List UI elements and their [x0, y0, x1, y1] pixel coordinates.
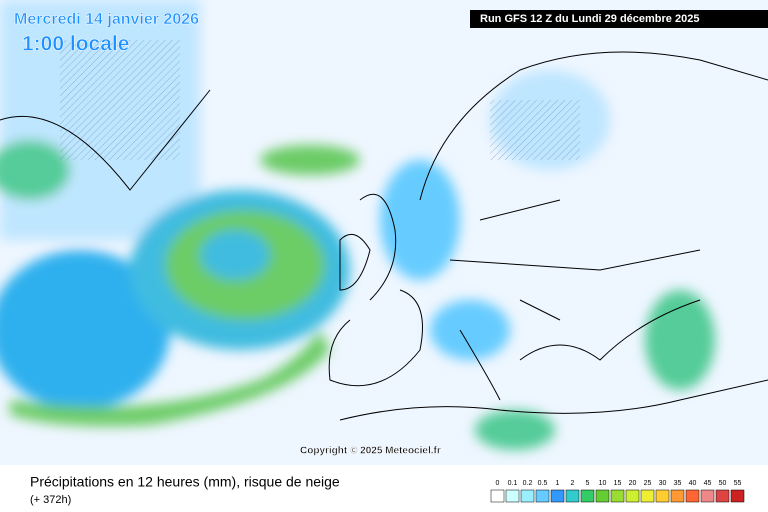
- legend-label: 0.2: [523, 480, 533, 487]
- legend: 0 0.1 0.2 0.5 1 2 5 10 15 20 25 30 35 40 45 50 55: [490, 480, 745, 503]
- legend-swatch: [730, 489, 745, 503]
- legend-label: 15: [614, 480, 622, 487]
- forecast-date: Mercredi 14 janvier 2026: [14, 11, 199, 28]
- run-banner: [470, 10, 768, 28]
- legend-swatch: [565, 489, 580, 503]
- legend-label: 25: [644, 480, 652, 487]
- legend-swatch: [670, 489, 685, 503]
- legend-label: 1: [556, 480, 560, 487]
- legend-swatch: [715, 489, 730, 503]
- legend-label: 5: [586, 480, 590, 487]
- legend-label: 20: [629, 480, 637, 487]
- coastlines: [0, 51, 768, 421]
- legend-label: 45: [704, 480, 712, 487]
- legend-swatch: [640, 489, 655, 503]
- legend-swatch: [580, 489, 595, 503]
- snow-risk: [490, 100, 580, 160]
- legend-swatch: [700, 489, 715, 503]
- legend-swatch: [685, 489, 700, 503]
- legend-label: 35: [674, 480, 682, 487]
- snow-risk: [60, 40, 180, 160]
- legend-swatch: [655, 489, 670, 503]
- legend-swatch: [610, 489, 625, 503]
- legend-label: 40: [689, 480, 697, 487]
- run-label: Run GFS 12 Z du Lundi 29 décembre 2025: [480, 13, 699, 25]
- legend-label: 0: [496, 480, 500, 487]
- legend-swatch: [505, 489, 520, 503]
- legend-label: 0.5: [538, 480, 548, 487]
- legend-swatch: [490, 489, 505, 503]
- legend-swatch: [550, 489, 565, 503]
- legend-swatch: [520, 489, 535, 503]
- legend-swatch: [625, 489, 640, 503]
- forecast-time: 1:00 locale: [22, 33, 129, 56]
- legend-label: 30: [659, 480, 667, 487]
- legend-label: 50: [719, 480, 727, 487]
- footer-title: Précipitations en 12 heures (mm), risque…: [30, 474, 340, 490]
- footer-lead: (+ 372h): [30, 494, 71, 506]
- legend-label: 10: [599, 480, 607, 487]
- legend-label: 0.1: [508, 480, 518, 487]
- copyright: Copyright © 2025 Meteociel.fr: [300, 446, 441, 457]
- legend-swatch: [595, 489, 610, 503]
- legend-swatch: [535, 489, 550, 503]
- legend-label: 2: [571, 480, 575, 487]
- legend-label: 55: [734, 480, 742, 487]
